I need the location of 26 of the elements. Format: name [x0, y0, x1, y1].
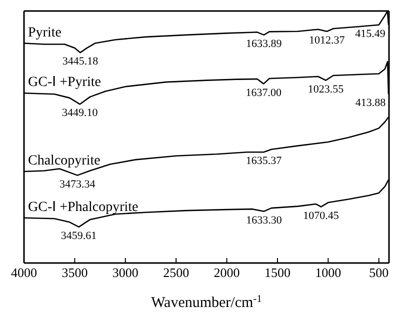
annotation: 3445.18	[62, 56, 99, 68]
annotation: 1635.37	[246, 155, 282, 168]
annotation: 413.88	[355, 97, 386, 110]
annotation: 3473.34	[60, 178, 96, 190]
annotation: 1023.55	[308, 83, 344, 96]
x-tick-label: 4000	[11, 265, 37, 280]
annotation: 1637.00	[246, 86, 282, 99]
x-tick-label: 2000	[214, 265, 240, 280]
series-label: GC-Ⅰ +Pyrite	[28, 75, 101, 90]
annotation: 3459.61	[60, 230, 97, 242]
series-label: GC-Ⅰ +Phalcopyrite	[28, 200, 138, 215]
annotation: 1012.37	[309, 34, 346, 46]
annotation: 1070.45	[303, 210, 340, 222]
x-tick-label: 500	[369, 265, 389, 280]
annotation: 415.49	[355, 28, 386, 40]
annotation: 3449.10	[62, 107, 98, 120]
x-tick-label: 3000	[112, 265, 138, 280]
annotation: 1633.30	[246, 214, 282, 226]
series-label: Chalcopyrite	[28, 154, 100, 169]
series-label: Pyrite	[28, 25, 62, 40]
annotation: 1633.89	[246, 38, 282, 50]
x-tick-label: 1000	[315, 265, 342, 280]
x-tick-label: 2500	[163, 265, 190, 280]
x-tick-label: 3500	[62, 265, 88, 280]
x-tick-label: 1500	[264, 265, 290, 280]
x-axis-title: Wavenumber/cm$^{-1}$	[151, 294, 262, 311]
